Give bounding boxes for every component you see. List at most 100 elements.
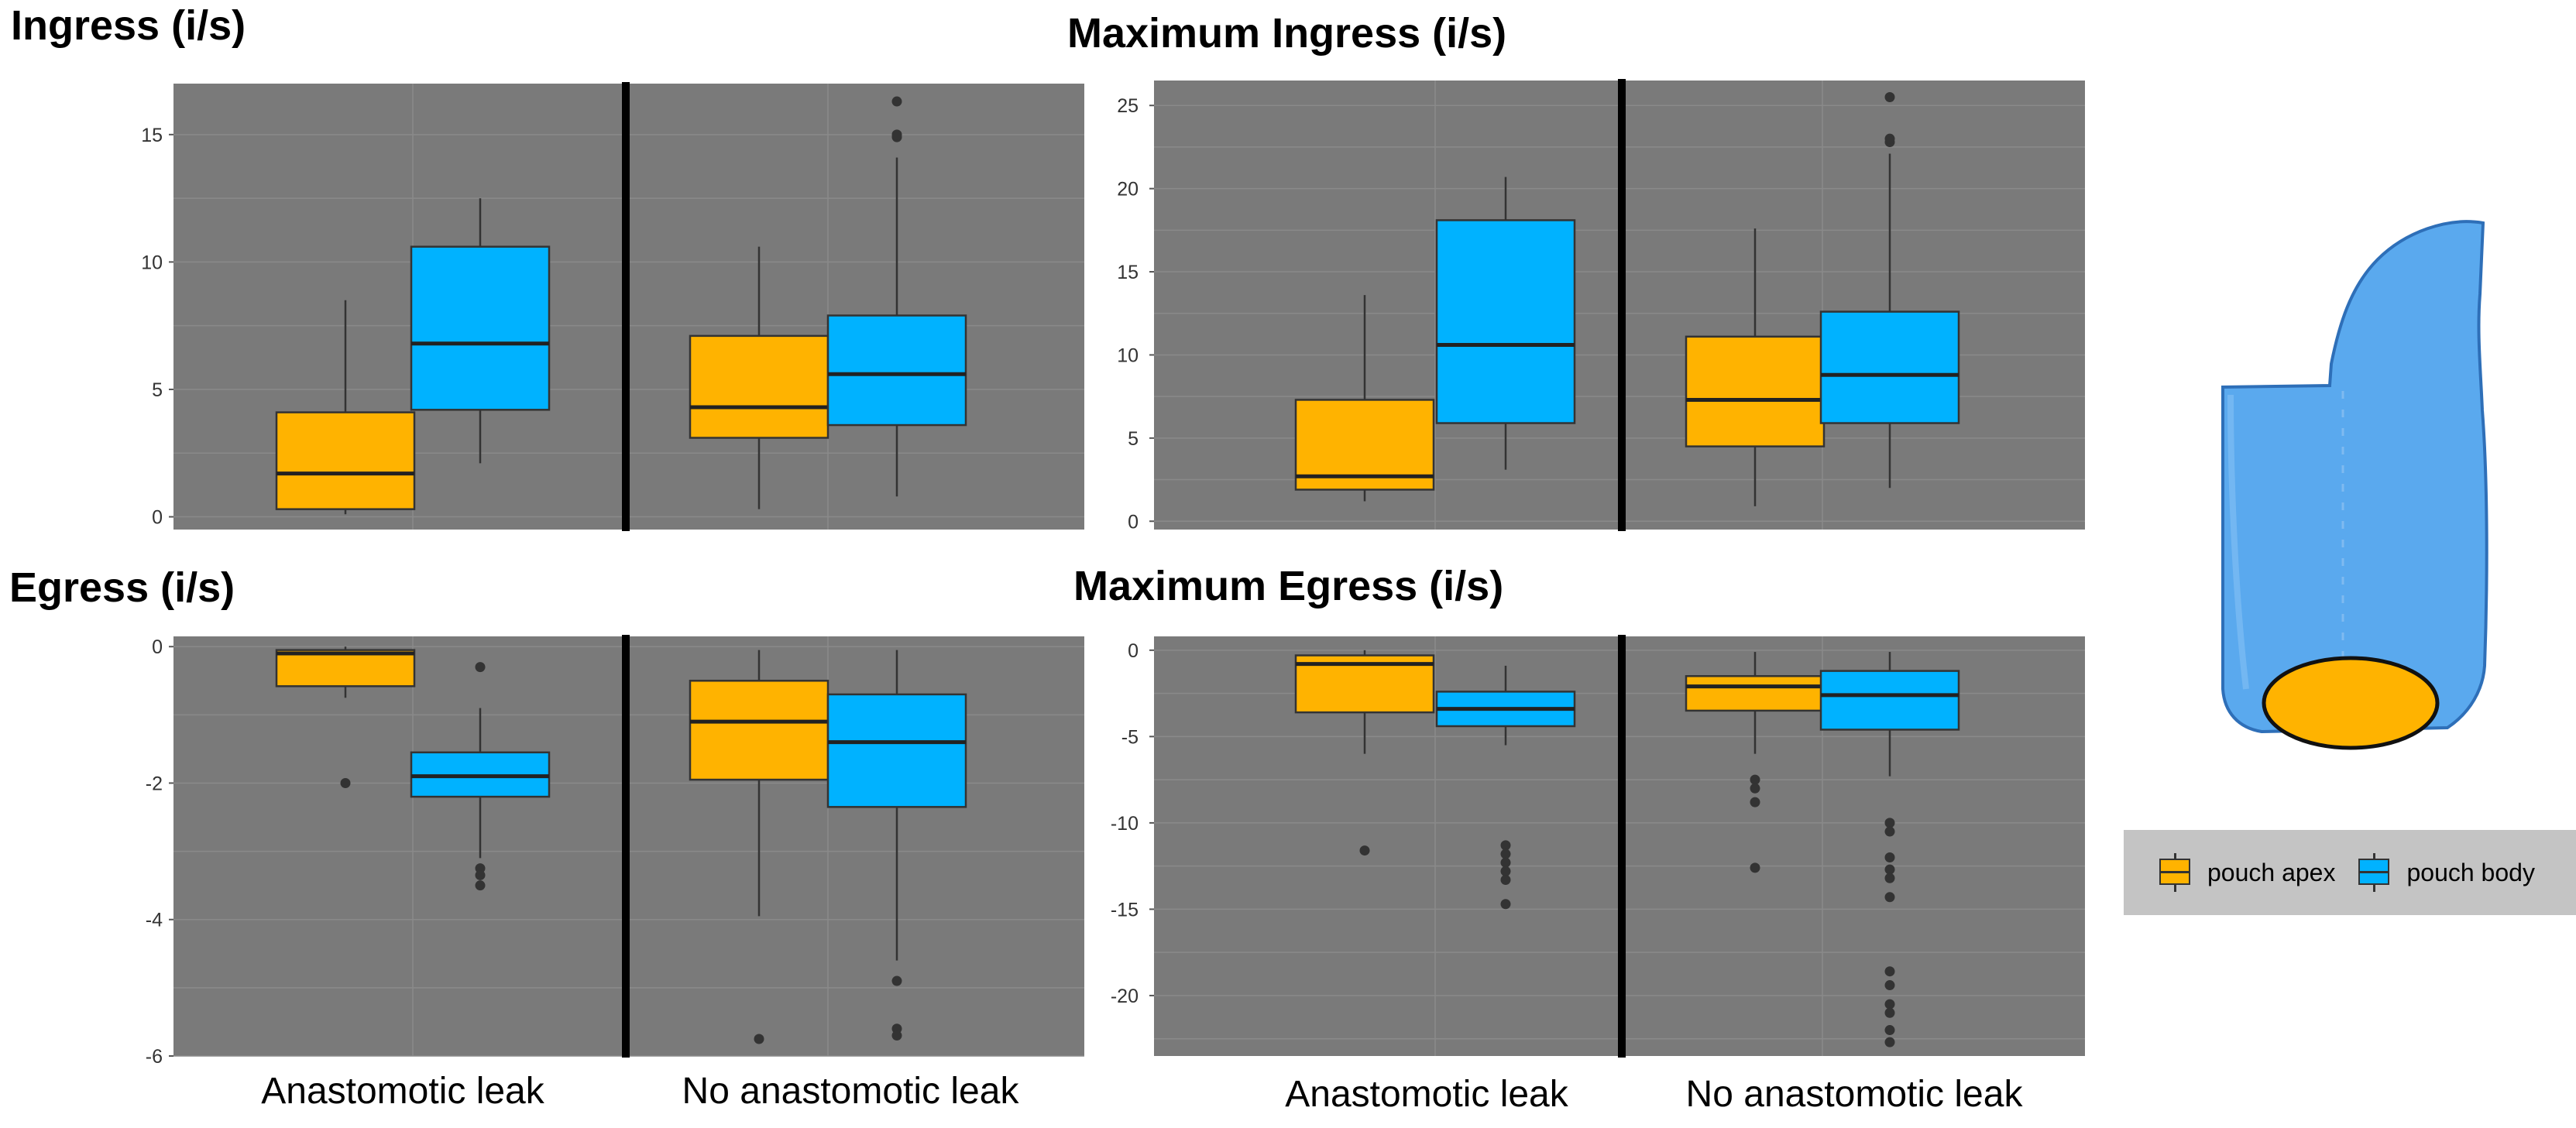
y-tick-label: 25 <box>1117 95 1139 117</box>
box-apex-no-leak <box>1685 652 1826 873</box>
outlier-point <box>891 129 902 140</box>
outlier-point <box>1884 818 1895 828</box>
y-tick-label: -4 <box>146 910 163 931</box>
y-tick-label: -10 <box>1111 813 1139 835</box>
chart-max-egress: 0 -5 -10 -15 -20 <box>1111 635 2085 1058</box>
y-tick-label: 5 <box>152 379 163 401</box>
box-body-no-leak <box>1819 91 1960 489</box>
group-separator <box>622 635 630 1058</box>
box-apex-no-leak <box>689 246 829 509</box>
outlier-point <box>1500 899 1511 910</box>
outlier-point <box>1884 91 1895 102</box>
box-iqr <box>275 649 416 687</box>
legend-label-apex: pouch apex <box>2207 858 2336 886</box>
box-body-leak <box>410 662 551 891</box>
outlier-point <box>1884 826 1895 837</box>
box-body-no-leak <box>826 650 967 1041</box>
legend-item-body: pouch body <box>2355 853 2535 892</box>
group-separator <box>1618 79 1626 531</box>
y-tick-label: -2 <box>146 773 163 794</box>
box-body-no-leak <box>826 96 967 497</box>
box-iqr <box>826 314 967 427</box>
outlier-point <box>891 975 902 986</box>
outlier-point <box>1750 774 1760 785</box>
outlier-point <box>1500 840 1511 851</box>
y-tick-label: 0 <box>1128 511 1139 533</box>
group-label-no-anastomotic-leak-right: No anastomotic leak <box>1685 1074 2023 1115</box>
group-label-no-anastomotic-leak-left: No anastomotic leak <box>682 1071 1019 1112</box>
outlier-point <box>1500 849 1511 859</box>
box-body-leak <box>1435 665 1576 910</box>
box-apex-leak <box>1294 650 1435 856</box>
outlier-point <box>1884 864 1895 875</box>
box-apex-no-leak <box>1685 228 1826 506</box>
outlier-point <box>1750 797 1760 807</box>
panel-title-max-egress: Maximum Egress (i/s) <box>1073 563 1504 609</box>
outlier-point <box>1884 966 1895 977</box>
y-tick-label: 10 <box>1117 345 1139 366</box>
outlier-point <box>1884 980 1895 991</box>
outlier-point <box>754 1034 764 1044</box>
group-separator <box>1618 635 1626 1058</box>
box-apex-no-leak <box>689 650 829 1044</box>
outlier-point <box>1500 866 1511 876</box>
box-body-no-leak <box>1819 652 1960 1047</box>
box-iqr <box>1435 219 1576 424</box>
outlier-point <box>1884 873 1895 883</box>
y-tick-label: 0 <box>152 636 163 658</box>
box-body-leak <box>410 198 551 464</box>
box-iqr <box>1685 335 1826 447</box>
box-iqr <box>826 693 967 808</box>
outlier-point <box>1359 845 1370 856</box>
outlier-point <box>1884 133 1895 144</box>
chart-ingress: 0 5 10 15 <box>141 82 1084 531</box>
box-iqr <box>275 411 416 510</box>
legend: pouch apex pouch body <box>2124 830 2576 915</box>
y-tick-label: 5 <box>1128 428 1139 450</box>
box-iqr <box>1819 310 1960 424</box>
chart-egress: 0 -2 -4 -6 <box>146 635 1084 1068</box>
y-tick-label: -5 <box>1121 726 1139 748</box>
box-apex-leak <box>275 646 416 788</box>
box-iqr <box>1819 670 1960 731</box>
outlier-point <box>1884 892 1895 903</box>
box-iqr <box>1685 675 1826 712</box>
panel-title-egress: Egress (i/s) <box>9 564 235 611</box>
group-label-anastomotic-leak-left: Anastomotic leak <box>261 1071 544 1112</box>
outlier-point <box>475 869 486 880</box>
outlier-point <box>475 662 486 673</box>
y-tick-label: 0 <box>152 507 163 529</box>
pouch-outline <box>2221 220 2488 734</box>
panel-title-ingress: Ingress (i/s) <box>11 2 246 49</box>
y-tick-label: 15 <box>1117 262 1139 283</box>
outlier-point <box>1884 1025 1895 1036</box>
panel-title-max-ingress: Maximum Ingress (i/s) <box>1067 10 1507 57</box>
outlier-point <box>1750 783 1760 794</box>
box-iqr <box>689 680 829 781</box>
outlier-point <box>340 777 351 788</box>
legend-item-apex: pouch apex <box>2156 853 2335 892</box>
y-tick-label: 0 <box>1128 640 1139 662</box>
y-tick-label: -15 <box>1111 899 1139 921</box>
y-tick-label: -20 <box>1111 986 1139 1007</box>
outlier-point <box>1884 852 1895 862</box>
outlier-point <box>1500 874 1511 885</box>
outlier-point <box>1884 999 1895 1010</box>
box-apex-leak <box>1294 295 1435 502</box>
y-tick-label: 15 <box>141 125 163 146</box>
legend-key-body <box>2355 853 2394 892</box>
outlier-point <box>891 1030 902 1041</box>
pouch-apex-ellipse <box>2262 656 2440 750</box>
box-body-leak <box>1435 177 1576 470</box>
legend-key-apex <box>2156 853 2195 892</box>
box-iqr <box>410 245 551 411</box>
outlier-point <box>1884 1037 1895 1047</box>
y-tick-label: 10 <box>141 252 163 273</box>
pouch-illustration <box>2221 220 2488 750</box>
box-iqr <box>689 334 829 439</box>
outlier-point <box>1750 862 1760 873</box>
group-separator <box>622 82 630 531</box>
y-tick-label: -6 <box>146 1046 163 1068</box>
outlier-point <box>891 96 902 107</box>
y-tick-label: 20 <box>1117 179 1139 201</box>
